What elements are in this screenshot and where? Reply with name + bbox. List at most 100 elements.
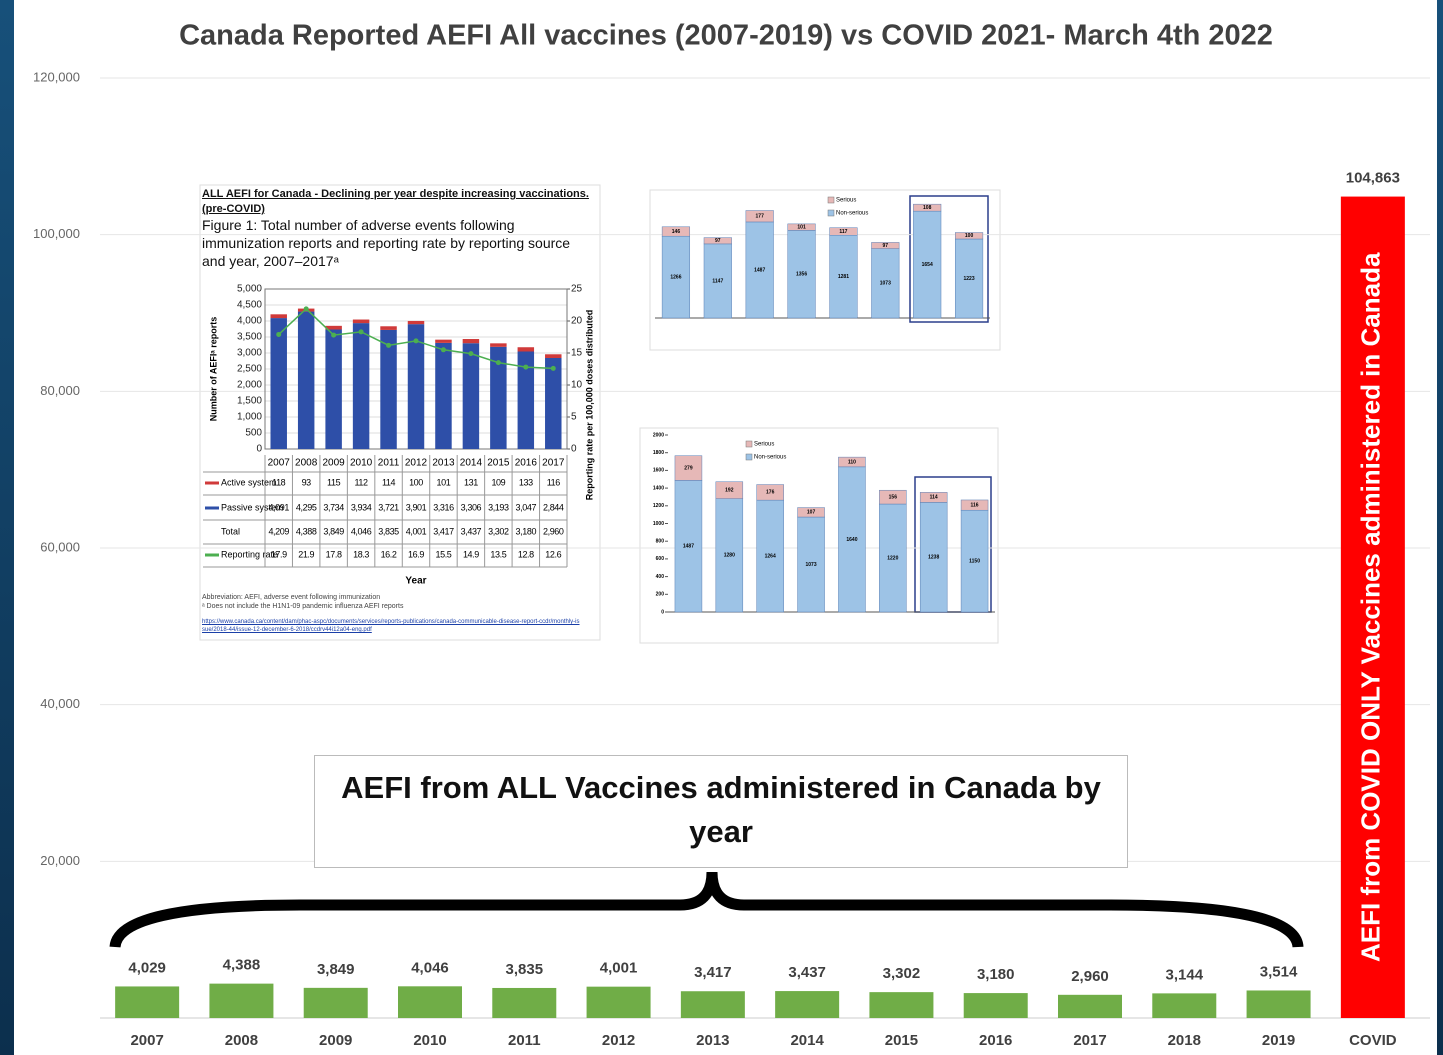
- x-tick-label: 2008: [225, 1032, 258, 1049]
- table-cell: 4,001: [406, 526, 427, 536]
- y2-tick-label: 20: [571, 316, 583, 327]
- y-tick-label: 40,000: [40, 696, 80, 711]
- y-tick-label: 1600: [653, 468, 664, 474]
- rate-marker: [331, 333, 336, 338]
- segment-label: 1356: [796, 272, 807, 278]
- bar-segment: [353, 320, 369, 324]
- x-tick-label: 2012: [602, 1032, 635, 1049]
- y-tick-label: 4,000: [237, 316, 262, 327]
- x-tick-label: 2015: [885, 1032, 918, 1049]
- rate-marker: [386, 343, 391, 348]
- segment-label: 108: [923, 205, 932, 211]
- bar: [681, 991, 745, 1018]
- rate-marker: [304, 306, 309, 311]
- bar-segment: [435, 340, 451, 343]
- table-cell: 3,417: [433, 526, 454, 536]
- value-label: 3,144: [1166, 966, 1204, 983]
- bar-segment: [408, 321, 424, 324]
- bar: [1058, 995, 1122, 1018]
- segment-label: 176: [766, 490, 775, 496]
- rate-marker: [414, 338, 419, 343]
- x-tick-label: 2013: [432, 458, 455, 469]
- bar: [775, 991, 839, 1018]
- value-label: 3,437: [788, 964, 826, 981]
- segment-label: 177: [756, 214, 765, 220]
- y-tick-label: 400: [656, 574, 665, 580]
- x-tick-label: 2012: [405, 458, 428, 469]
- legend-label: Serious: [754, 442, 774, 448]
- table-cell: 3,316: [433, 502, 454, 512]
- bar: [492, 988, 556, 1018]
- x-tick-label: 2017: [542, 458, 565, 469]
- legend-label: Non-serious: [836, 211, 868, 217]
- x-tick-label: 2007: [130, 1032, 163, 1049]
- table-cell: 100: [409, 477, 423, 487]
- bar-segment: [490, 343, 506, 346]
- value-label: 3,835: [506, 961, 544, 978]
- table-cell: 4,295: [296, 502, 317, 512]
- legend-swatch: [828, 210, 834, 216]
- y2-axis-label: Reporting rate per 100,000 doses distrib…: [584, 310, 594, 501]
- chart: Canada Reported AEFI All vaccines (2007-…: [0, 0, 1443, 1055]
- x-tick-label: 2010: [350, 458, 373, 469]
- table-cell: 3,306: [461, 502, 482, 512]
- segment-label: 1281: [838, 274, 849, 280]
- bar: [587, 987, 651, 1018]
- segment-label: 1640: [846, 537, 857, 543]
- value-label: 4,001: [600, 960, 638, 977]
- table-cell: 114: [382, 477, 396, 487]
- segment-label: 117: [839, 229, 847, 235]
- table-cell: 101: [437, 477, 451, 487]
- x-axis-label: Year: [405, 576, 426, 587]
- x-tick-label: 2011: [378, 458, 400, 469]
- legend-swatch: [746, 441, 752, 447]
- table-cell: 16.9: [408, 549, 424, 559]
- segment-label: 1073: [806, 562, 817, 568]
- rate-marker: [441, 347, 446, 352]
- table-cell: 115: [327, 477, 341, 487]
- table-cell: 116: [547, 477, 561, 487]
- bar-segment: [518, 347, 534, 351]
- table-cell: 133: [519, 477, 533, 487]
- bar: [869, 992, 933, 1018]
- x-tick-label: COVID: [1349, 1032, 1397, 1049]
- inset-caption: Figure 1: Total number of adverse events…: [202, 216, 592, 270]
- y2-tick-label: 10: [571, 380, 583, 391]
- annotation-box: AEFI from ALL Vaccines administered in C…: [314, 755, 1128, 868]
- table-cell: 2,960: [543, 526, 564, 536]
- segment-label: 279: [684, 465, 693, 471]
- segment-label: 1220: [887, 555, 898, 561]
- x-tick-label: 2013: [696, 1032, 729, 1049]
- value-label: 4,388: [223, 957, 261, 974]
- rate-marker: [468, 351, 473, 356]
- y-tick-label: 0: [256, 444, 262, 455]
- bar-segment: [463, 339, 479, 343]
- table-cell: 118: [272, 477, 286, 487]
- y-tick-label: 500: [245, 428, 262, 439]
- table-cell: 16.2: [381, 549, 397, 559]
- table-cell: 15.5: [435, 549, 451, 559]
- table-cell: 12.8: [518, 549, 534, 559]
- bar-segment: [298, 312, 314, 449]
- table-cell: 12.6: [545, 549, 561, 559]
- y2-tick-label: 5: [571, 412, 577, 423]
- bar-segment: [325, 330, 341, 449]
- table-cell: 93: [302, 477, 312, 487]
- page: {"chart_data": [ {"type": "bar", "title"…: [0, 0, 1443, 1055]
- table-cell: 17.9: [271, 549, 287, 559]
- segment-label: 1266: [670, 274, 681, 280]
- table-cell: 14.9: [463, 549, 479, 559]
- table-cell: 3,849: [323, 526, 344, 536]
- segment-label: 114: [930, 495, 938, 501]
- x-tick-label: 2009: [319, 1032, 352, 1049]
- table-cell: 4,209: [268, 526, 289, 536]
- table-cell: 3,901: [406, 502, 427, 512]
- x-tick-label: 2018: [1168, 1032, 1201, 1049]
- legend-label: Total: [221, 526, 240, 536]
- brace: [115, 872, 1298, 947]
- y-tick-label: 60,000: [40, 539, 80, 554]
- bar: [964, 993, 1028, 1018]
- table-cell: 3,934: [351, 502, 372, 512]
- table-cell: 3,180: [516, 526, 537, 536]
- segment-label: 1487: [683, 544, 694, 550]
